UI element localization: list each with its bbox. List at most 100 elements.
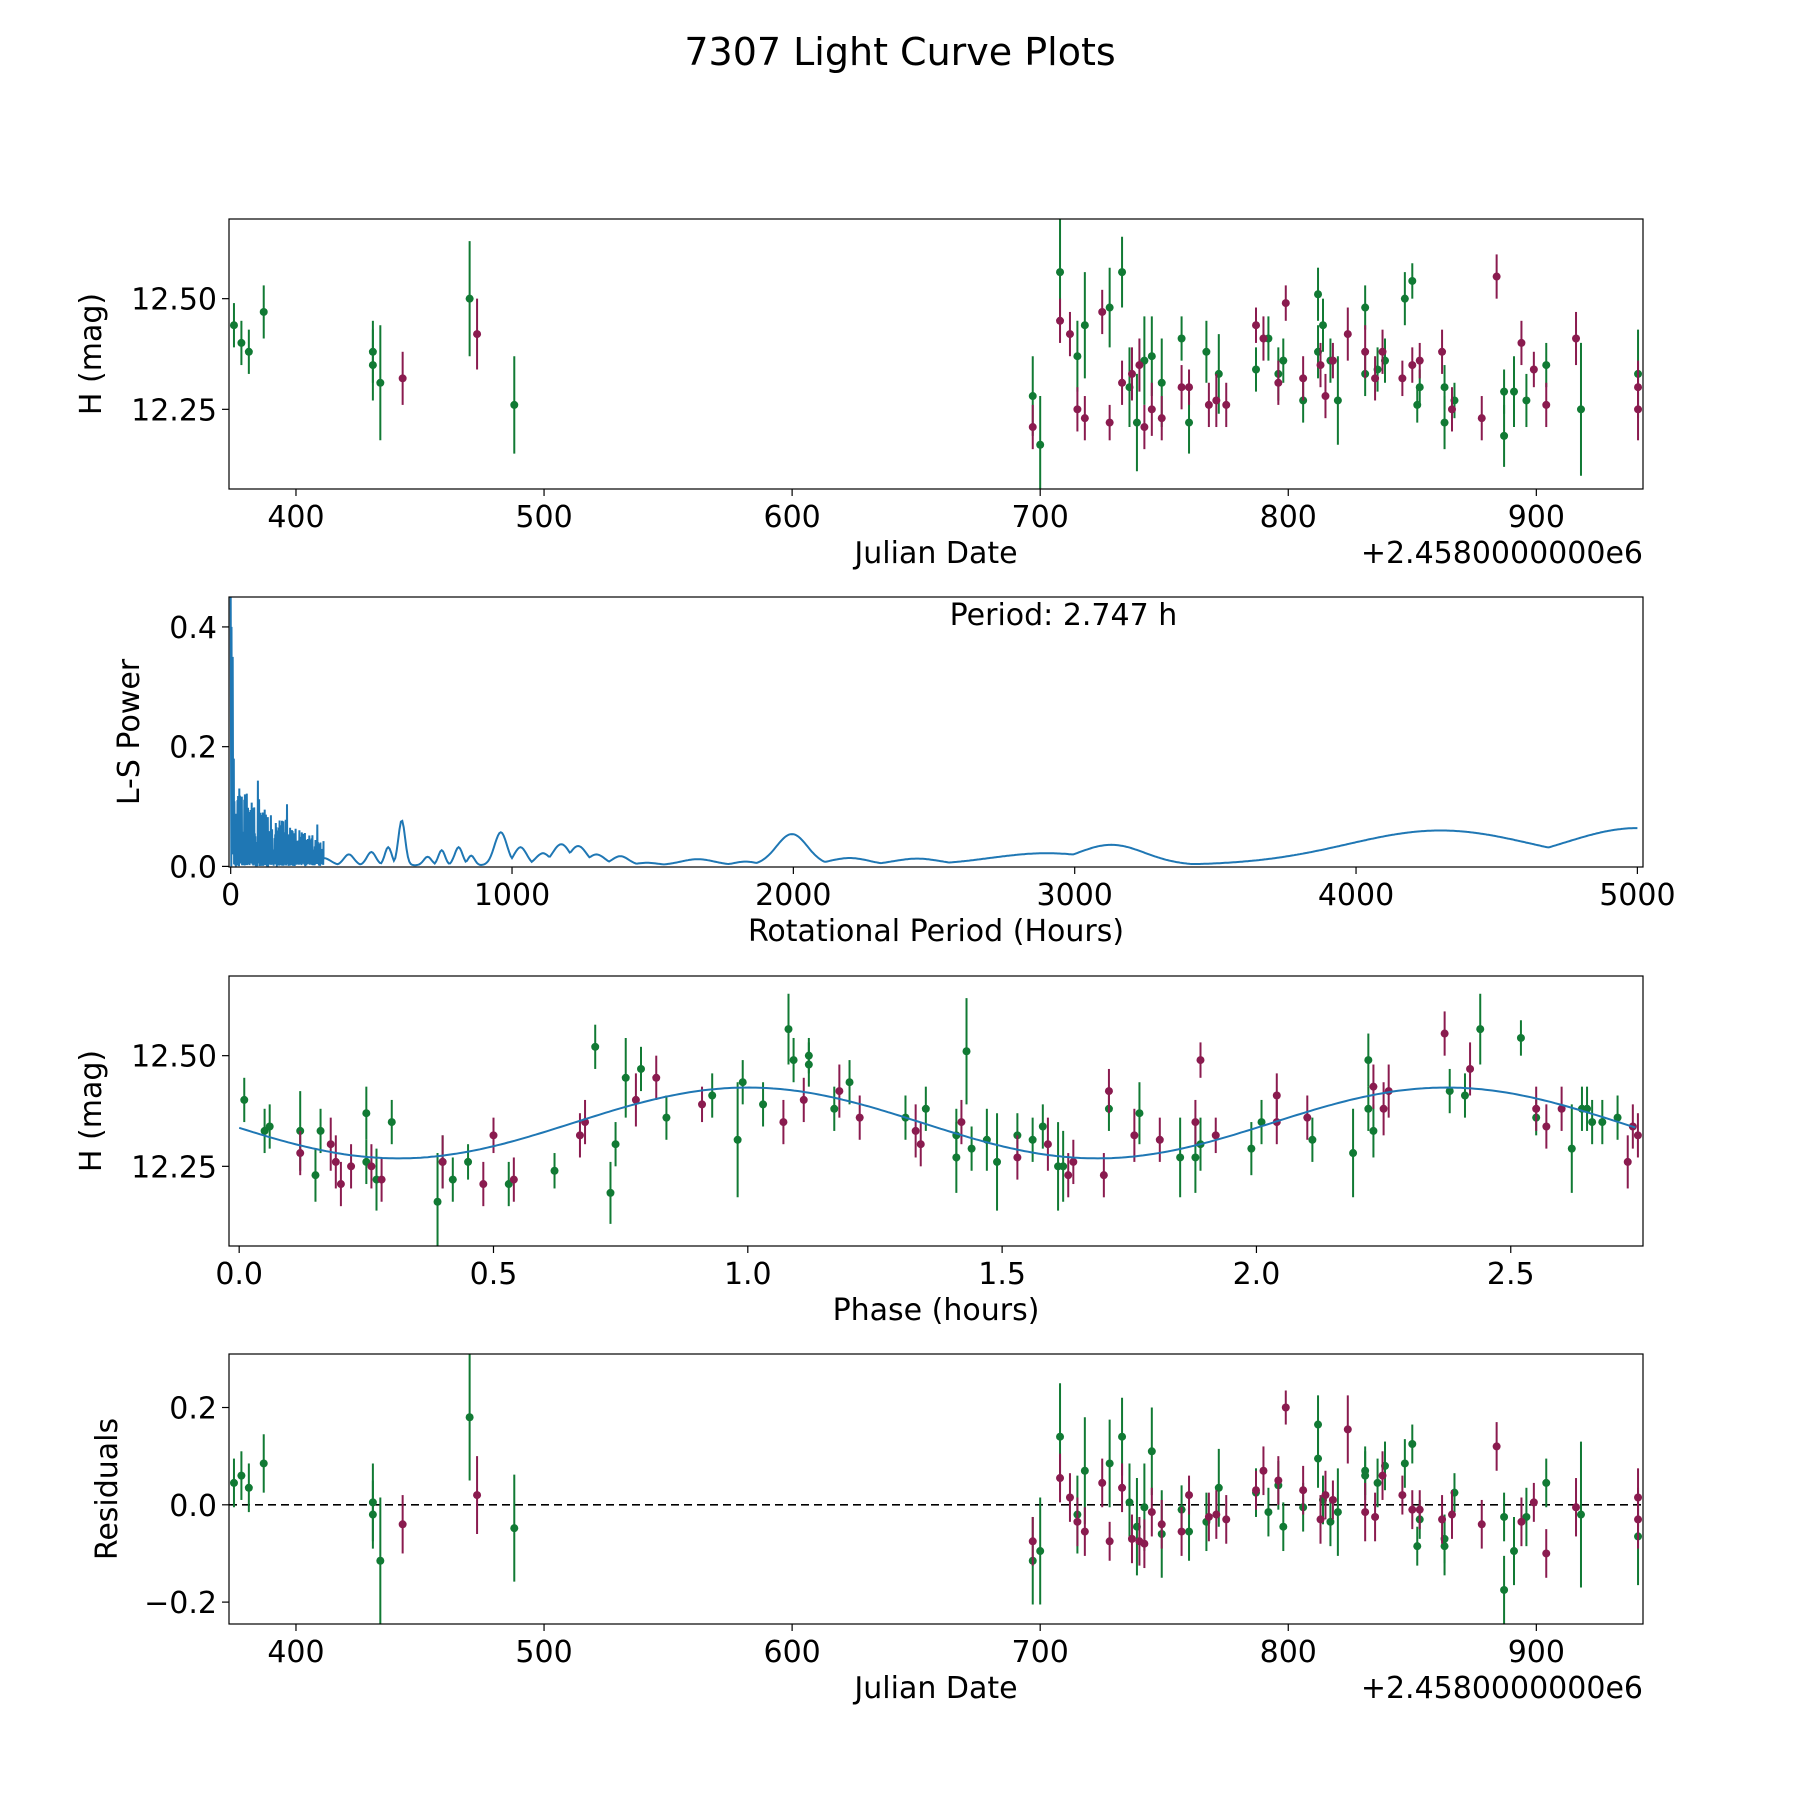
- residuals-point: [1634, 1515, 1643, 1524]
- light-curve-xtick-label: 500: [515, 500, 572, 535]
- periodogram-ytick-label: 0.0: [169, 850, 217, 885]
- phased-point: [1191, 1153, 1200, 1162]
- periodogram-xtick-label: 2000: [755, 878, 831, 913]
- phased-point: [1013, 1153, 1022, 1162]
- residuals-ylabel: Residuals: [90, 1418, 125, 1560]
- phased-point: [311, 1171, 320, 1180]
- phased-point: [448, 1175, 457, 1184]
- light-curve-point: [1252, 321, 1261, 330]
- phased-point: [336, 1180, 345, 1189]
- phased-point: [789, 1056, 798, 1065]
- residuals-point: [1147, 1447, 1156, 1456]
- light-curve-point: [1147, 352, 1156, 361]
- phased-point: [1135, 1109, 1144, 1118]
- residuals-point: [1147, 1508, 1156, 1517]
- residuals-point: [1321, 1491, 1330, 1500]
- residuals-point: [1252, 1486, 1261, 1495]
- phased-point: [804, 1051, 813, 1060]
- phased-point: [1460, 1091, 1469, 1100]
- periodogram-xlabel: Rotational Period (Hours): [748, 914, 1124, 949]
- residuals-point: [1316, 1515, 1325, 1524]
- phased-point: [438, 1157, 447, 1166]
- phased-point: [1176, 1153, 1185, 1162]
- light-curve-point: [1378, 347, 1387, 356]
- light-curve-point: [1147, 405, 1156, 414]
- light-curve-point: [1415, 383, 1424, 392]
- light-curve-point: [1333, 396, 1342, 405]
- phased-data: [238, 993, 1642, 1246]
- residuals-point: [1500, 1585, 1509, 1594]
- phased-point: [387, 1118, 396, 1127]
- light-curve-point: [1028, 423, 1037, 432]
- phased-ylabel: H (mag): [74, 1050, 109, 1172]
- light-curve-point: [1299, 374, 1308, 383]
- phased-xtick-label: 1.5: [978, 1257, 1026, 1292]
- periodogram-xtick-label: 5000: [1599, 878, 1675, 913]
- phased-point: [1598, 1118, 1607, 1127]
- residuals-point: [1264, 1508, 1273, 1517]
- phased-point: [631, 1095, 640, 1104]
- phased-point: [1588, 1118, 1597, 1127]
- light-curve-point: [1328, 356, 1337, 365]
- phased-point: [1369, 1082, 1378, 1091]
- light-curve-point: [1080, 414, 1089, 423]
- phased-xtick-label: 0.0: [215, 1257, 263, 1292]
- residuals-point: [1105, 1537, 1114, 1546]
- phased-point: [1069, 1157, 1078, 1166]
- periodogram-xtick-label: 0: [221, 878, 240, 913]
- residuals-ytick-label: −0.2: [144, 1586, 217, 1621]
- light-curve-point: [259, 307, 268, 316]
- residuals-point: [1212, 1510, 1221, 1519]
- residuals-point: [1140, 1539, 1149, 1548]
- residuals-point: [1056, 1474, 1065, 1483]
- phased-point: [779, 1118, 788, 1127]
- residuals-point: [1125, 1498, 1134, 1507]
- residuals-point: [1477, 1520, 1486, 1529]
- residuals-ytick-label: 0.0: [169, 1489, 217, 1524]
- light-curve-point: [1132, 418, 1141, 427]
- phased-point: [326, 1140, 335, 1149]
- light-curve-point: [1343, 330, 1352, 339]
- residuals-point: [229, 1478, 238, 1487]
- phased-point: [911, 1126, 920, 1135]
- light-curve-xtick-label: 800: [1260, 500, 1317, 535]
- phased-point: [1476, 1025, 1485, 1034]
- light-curve-point: [244, 347, 253, 356]
- phased-point: [606, 1188, 615, 1197]
- phased-point: [1623, 1157, 1632, 1166]
- phased-point: [1247, 1144, 1256, 1153]
- residuals-panel: 400 500 600 700 800 900 −0.2 0.0 0.2 Julian Date R…: [90, 1353, 1644, 1706]
- phased-point: [1466, 1064, 1475, 1073]
- phased-ytick-label: 12.50: [131, 1040, 217, 1075]
- light-curve-point: [1281, 299, 1290, 308]
- phased-point: [479, 1180, 488, 1189]
- light-curve-point: [1065, 330, 1074, 339]
- light-curve-point: [1529, 365, 1538, 374]
- light-curve-ylabel: H (mag): [74, 293, 109, 415]
- residuals-point: [1214, 1483, 1223, 1492]
- phased-point: [296, 1149, 305, 1158]
- light-curve-point: [1202, 347, 1211, 356]
- light-curve-xtick-label: 600: [763, 500, 820, 535]
- residuals-ytick-label: 0.2: [169, 1392, 217, 1427]
- light-curve-point: [1361, 303, 1370, 312]
- phased-panel: 0.0 0.5 1.0 1.5 2.0 2.5 12.25 12.50 Phase (hours…: [74, 975, 1644, 1328]
- light-curve-point: [1028, 392, 1037, 401]
- phased-point: [1099, 1171, 1108, 1180]
- phased-point: [708, 1091, 717, 1100]
- residuals-xlabel: Julian Date: [852, 1671, 1017, 1706]
- residuals-point: [1140, 1503, 1149, 1512]
- residuals-point: [1510, 1547, 1519, 1556]
- residuals-point: [1098, 1478, 1107, 1487]
- light-curve-point: [1321, 392, 1330, 401]
- light-curve-point: [1140, 423, 1149, 432]
- light-curve-point: [1415, 356, 1424, 365]
- phased-point: [1532, 1104, 1541, 1113]
- phased-point: [489, 1131, 498, 1140]
- light-curve-point: [237, 338, 246, 347]
- periodogram-xtick-label: 3000: [1037, 878, 1113, 913]
- light-curve-xlabel: Julian Date: [852, 536, 1017, 571]
- residuals-point: [1408, 1440, 1417, 1448]
- light-curve-ytick-label: 12.25: [131, 393, 217, 428]
- residuals-point: [1177, 1527, 1186, 1536]
